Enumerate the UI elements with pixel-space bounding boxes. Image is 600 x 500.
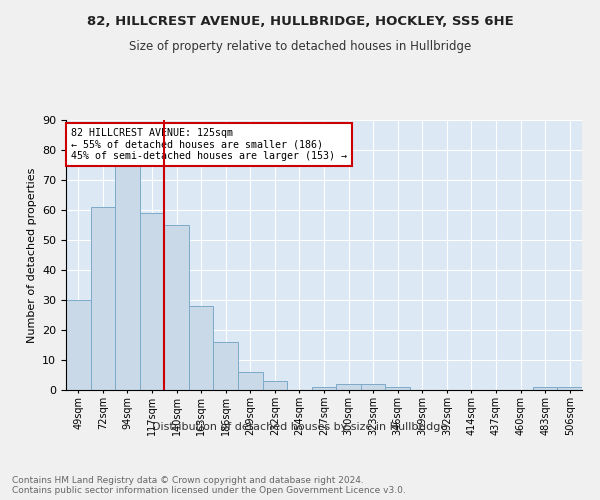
Text: 82, HILLCREST AVENUE, HULLBRIDGE, HOCKLEY, SS5 6HE: 82, HILLCREST AVENUE, HULLBRIDGE, HOCKLE… [86, 15, 514, 28]
Bar [91, 207, 115, 390]
Text: Size of property relative to detached houses in Hullbridge: Size of property relative to detached ho… [129, 40, 471, 53]
Bar [214, 342, 238, 390]
Bar [385, 387, 410, 390]
Bar [336, 384, 361, 390]
Bar [189, 306, 214, 390]
Bar [238, 372, 263, 390]
Text: Contains HM Land Registry data © Crown copyright and database right 2024.
Contai: Contains HM Land Registry data © Crown c… [12, 476, 406, 495]
Bar [533, 387, 557, 390]
Bar [557, 387, 582, 390]
Y-axis label: Number of detached properties: Number of detached properties [26, 168, 37, 342]
Text: 82 HILLCREST AVENUE: 125sqm
← 55% of detached houses are smaller (186)
45% of se: 82 HILLCREST AVENUE: 125sqm ← 55% of det… [71, 128, 347, 162]
Bar [115, 165, 140, 390]
Bar [361, 384, 385, 390]
Bar [164, 225, 189, 390]
Bar [312, 387, 336, 390]
Bar [66, 300, 91, 390]
Bar [140, 213, 164, 390]
Text: Distribution of detached houses by size in Hullbridge: Distribution of detached houses by size … [152, 422, 448, 432]
Bar [263, 381, 287, 390]
